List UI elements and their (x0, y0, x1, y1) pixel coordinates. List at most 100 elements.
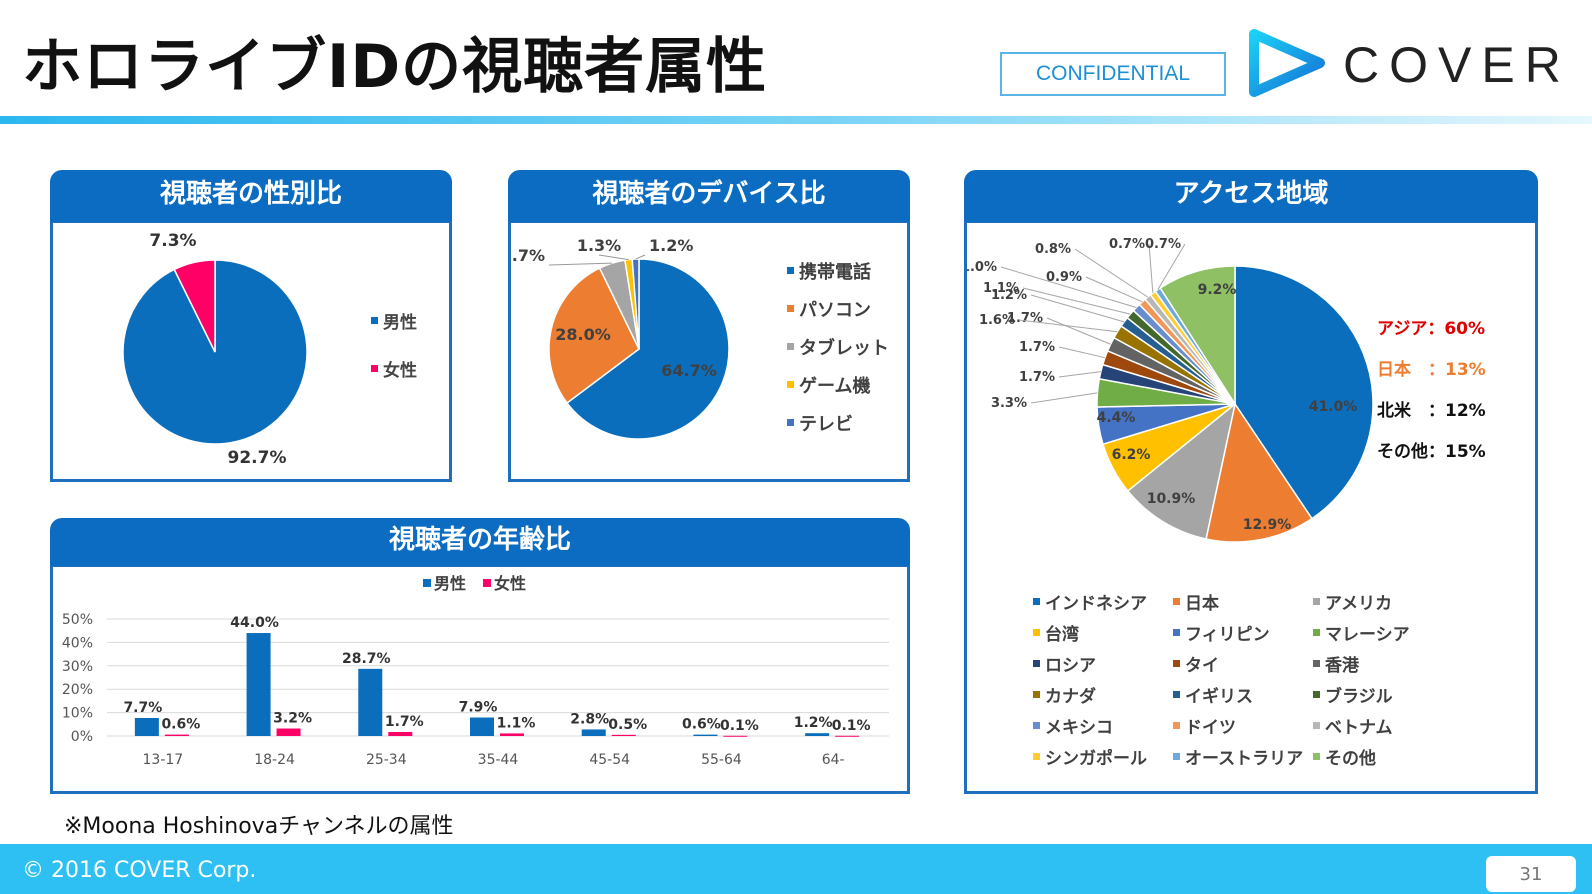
bar-male (581, 729, 606, 736)
legend-swatch (1173, 629, 1180, 636)
legend-swatch (1173, 753, 1180, 760)
legend-swatch (1173, 691, 1180, 698)
x-tick-label: 18-24 (254, 752, 295, 768)
data-label: 0.6% (161, 717, 200, 733)
leader-line (598, 254, 629, 261)
leader-line (1046, 317, 1111, 345)
legend-label: 日本 (1185, 593, 1219, 614)
footer-bar (0, 844, 1592, 894)
value-label: 7.3% (149, 231, 196, 251)
legend-swatch (787, 267, 794, 274)
legend-swatch (1033, 722, 1040, 729)
legend-label: インドネシア (1045, 594, 1147, 614)
value-label: 1.0% (967, 260, 997, 275)
legend-label: その他 (1325, 748, 1376, 769)
legend-swatch (1173, 598, 1180, 605)
y-tick-label: 50% (62, 612, 93, 628)
pie-slice-1 (548, 267, 640, 405)
value-label: 41.0% (1309, 399, 1358, 415)
value-label: 4.7% (511, 246, 545, 265)
region-summary-item: アジア：60% (1377, 319, 1485, 339)
page-number: 31 (1519, 864, 1543, 885)
footnote: ※Moona Hoshinovaチャンネルの属性 (64, 814, 454, 839)
value-label: 6.2% (1112, 447, 1151, 463)
leader-line (1058, 371, 1101, 378)
x-tick-label: 35-44 (478, 752, 519, 768)
legend-swatch (1313, 629, 1320, 636)
leader-line (1157, 243, 1186, 290)
leader-line (1058, 346, 1106, 359)
legend-swatch (423, 579, 431, 587)
data-label: 3.2% (273, 711, 312, 727)
legend-swatch (483, 579, 491, 587)
confidential-label: CONFIDENTIAL (1000, 52, 1226, 96)
value-label: 92.7% (228, 448, 287, 468)
data-label: 1.2% (794, 715, 833, 731)
legend-label: アメリカ (1325, 594, 1392, 614)
legend-swatch (371, 365, 378, 372)
data-label: 44.0% (230, 615, 279, 631)
header-divider (0, 116, 1592, 124)
legend-swatch (1033, 598, 1040, 605)
legend-label: タイ (1185, 656, 1219, 676)
legend-label: イギリス (1185, 687, 1253, 707)
legend-label: テレビ (799, 414, 853, 435)
leader-line (1030, 294, 1125, 323)
data-label: 7.9% (459, 700, 498, 716)
value-label: 3.3% (991, 396, 1027, 411)
x-tick-label: 45-54 (589, 752, 630, 768)
pie-slice-17 (1159, 265, 1236, 407)
region-pie-chart: 41.0% 12.9% 10.9% 6.2% 4.4% 9.2% 3.3% 1.7% 1.7% 1… (967, 237, 1486, 769)
value-label: 1.7% (1019, 370, 1055, 385)
value-label: 1.6% (979, 313, 1015, 328)
legend-label: 女性 (383, 360, 417, 381)
legend-label: ブラジル (1325, 686, 1393, 707)
legend-swatch (1313, 691, 1320, 698)
legend-swatch (1033, 691, 1040, 698)
copyright: © 2016 COVER Corp. (22, 858, 257, 883)
x-tick-label: 55-64 (701, 752, 742, 768)
legend-swatch (371, 317, 378, 324)
bar-male (134, 717, 159, 736)
y-tick-label: 40% (62, 635, 93, 651)
legend-swatch (1313, 722, 1320, 729)
legend-label: パソコン (799, 300, 871, 321)
legend-label: ベトナム (1325, 718, 1393, 738)
value-label: 1.7% (1019, 340, 1055, 355)
bar-male (246, 633, 271, 736)
bar-female (388, 732, 413, 736)
y-tick-label: 20% (62, 682, 93, 698)
legend-swatch (787, 381, 794, 388)
legend-swatch (1033, 660, 1040, 667)
legend-swatch (1033, 629, 1040, 636)
legend-swatch (1313, 598, 1320, 605)
x-tick-label: 13-17 (143, 752, 184, 768)
region-summary-item: その他：15% (1377, 441, 1486, 462)
data-label: 1.7% (385, 714, 424, 730)
value-label: 12.9% (1243, 517, 1292, 533)
legend-swatch (787, 419, 794, 426)
legend-label: カナダ (1045, 686, 1096, 707)
y-tick-label: 10% (62, 706, 93, 722)
leader-line (1085, 276, 1143, 303)
y-tick-label: 0% (71, 729, 93, 745)
device-panel-title: 視聴者のデバイス比 (508, 170, 910, 222)
age-panel-title: 視聴者の年齢比 (50, 518, 910, 566)
bar-female (723, 735, 748, 737)
legend-swatch (1033, 753, 1040, 760)
page-title: ホロライブIDの視聴者属性 (22, 32, 768, 102)
legend-swatch (1313, 660, 1320, 667)
legend-label: フィリピン (1185, 625, 1270, 645)
leader-line (548, 262, 612, 266)
y-tick-label: 30% (62, 659, 93, 675)
legend-label: 男性 (383, 312, 417, 333)
leader-line (635, 254, 646, 260)
bar-female (611, 734, 636, 736)
bar-female (500, 733, 524, 736)
leader-line (1000, 266, 1137, 308)
region-summary-item: 日本 ：13% (1377, 359, 1486, 380)
value-label: 1.1% (983, 281, 1019, 296)
leader-line (1030, 392, 1098, 404)
value-label: 64.7% (661, 361, 717, 380)
pie-slice-0 (1234, 265, 1374, 520)
